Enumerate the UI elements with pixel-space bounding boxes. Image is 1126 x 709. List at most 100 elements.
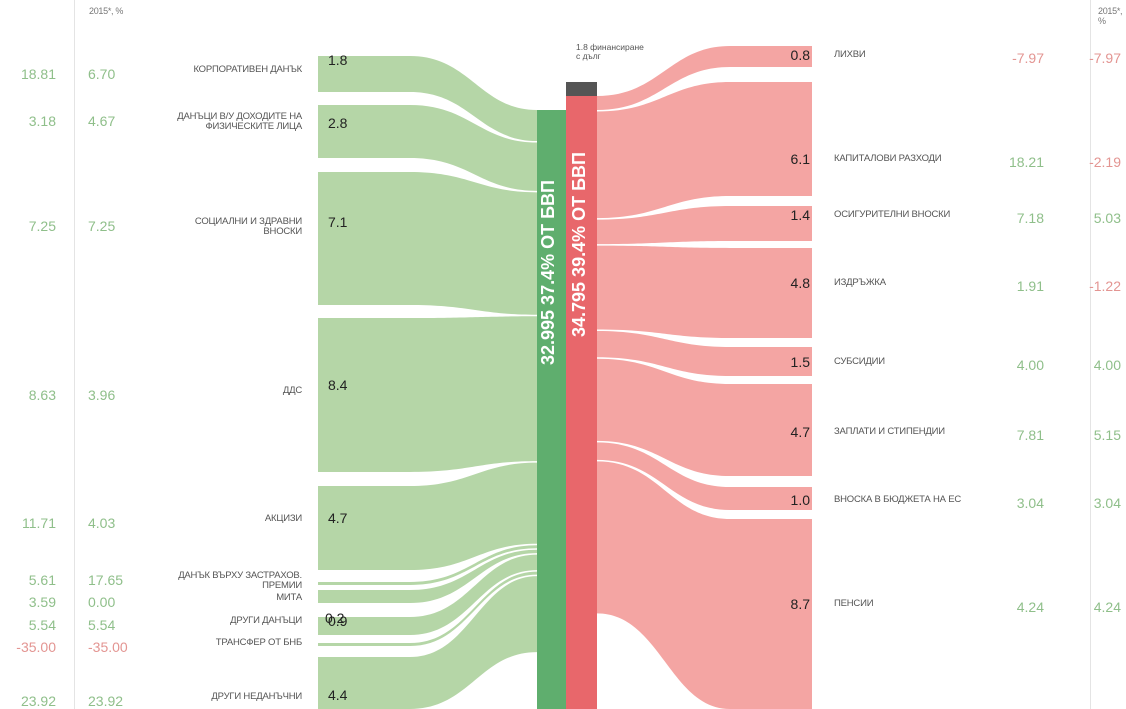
expense-change-2015: -1.22 [1089,278,1121,294]
revenue-label: КОРПОРАТИВЕН ДАНЪК [193,64,302,75]
expense-change-2015: 5.03 [1093,210,1121,226]
revenue-flow [318,554,537,635]
expense-label: ЗАПЛАТИ И СТИПЕНДИИ [834,426,945,437]
expense-flow [597,461,812,709]
expense-change-2014: 3.04 [1016,495,1044,511]
revenue-total-bar [537,110,566,709]
column-divider [1090,0,1091,709]
expense-value: 4.8 [790,275,810,291]
expense-change-2015: 4.00 [1093,357,1121,373]
expense-value: 4.7 [790,424,810,440]
expense-label: СУБСИДИИ [834,356,885,367]
revenue-change-2015: 3.96 [88,387,116,403]
expense-value: 0.8 [790,47,810,63]
revenue-flow [318,545,537,585]
left-column-header: 2015*, % [89,6,124,16]
revenue-label: СОЦИАЛНИ И ЗДРАВНИ ВНОСКИ [194,216,302,237]
revenue-value: 0.2 [325,610,345,626]
revenue-total-label: 32.995 37.4% ОТ БВП [538,180,558,365]
revenue-change-2015: 4.03 [88,515,116,531]
revenue-change-2014: 8.63 [28,387,56,403]
right-column-header: 2015*, % [1098,6,1123,26]
expense-change-2014: 4.24 [1016,599,1044,615]
revenue-change-2015: 4.67 [88,113,116,129]
debt-funding-bar [566,82,597,96]
revenue-label: ТРАНСФЕР ОТ БНБ [215,637,302,648]
column-divider [74,0,75,709]
revenue-value: 0.9 [328,613,348,629]
expense-total-bar [566,96,597,709]
revenue-value: 4.7 [328,510,348,526]
revenue-label: ДРУГИ ДАНЪЦИ [230,615,302,626]
expense-value: 1.5 [790,354,810,370]
revenue-change-2015: 17.65 [88,572,124,588]
expense-change-2014: 1.91 [1016,278,1044,294]
expense-value: 6.1 [790,151,810,167]
expense-label: ПЕНСИИ [834,598,874,609]
revenue-label: ДДС [282,385,302,396]
expense-label: ВНОСКА В БЮДЖЕТА НА ЕС [834,494,961,505]
revenue-value: 7.1 [328,214,348,230]
expense-change-2014: 7.18 [1016,210,1044,226]
revenue-label: ДАНЪК ВЪРХУ ЗАСТРАХОВ. ПРЕМИИ [178,570,302,591]
revenue-change-2015: 23.92 [88,693,124,709]
revenue-label: ДАНЪЦИ В/У ДОХОДИТЕ НА ФИЗИЧЕСКИТЕ ЛИЦА [177,111,302,132]
revenue-value: 1.8 [328,52,348,68]
expense-change-2015: 3.04 [1093,495,1121,511]
revenue-value: 4.4 [328,687,348,703]
expense-flow [597,82,812,219]
revenue-label: АКЦИЗИ [264,513,302,524]
funding-note: 1.8 финансиране с дълг [576,43,644,61]
expense-label: ОСИГУРИТЕЛНИ ВНОСКИ [834,209,951,220]
revenue-change-2015: -35.00 [88,639,128,655]
expense-value: 1.4 [790,207,810,223]
revenue-label: МИТА [276,592,302,603]
expense-flow [597,330,812,376]
expense-label: КАПИТАЛОВИ РАЗХОДИ [834,153,942,164]
revenue-change-2015: 7.25 [88,218,116,234]
revenue-change-2014: 11.71 [22,515,56,531]
revenue-flow [318,549,537,603]
revenue-change-2015: 0.00 [88,594,116,610]
expense-change-2014: 4.00 [1016,357,1044,373]
funding-note-line1: 1.8 финансиране [576,42,644,52]
expense-change-2015: -7.97 [1089,50,1121,66]
revenue-flow [318,172,537,315]
expense-change-2014: -7.97 [1012,50,1044,66]
revenue-change-2015: 6.70 [88,66,116,82]
revenue-value: 2.8 [328,115,348,131]
expense-flow [597,442,812,510]
revenue-change-2014: 5.54 [28,617,56,633]
revenue-flow [318,462,537,570]
expense-flow [597,358,812,476]
revenue-value: 8.4 [328,377,348,393]
revenue-label: ДРУГИ НЕДАНЪЧНИ [211,691,302,702]
expense-flow [597,46,812,110]
revenue-flow [318,56,537,142]
expense-flow [597,245,812,338]
revenue-change-2014: 3.18 [28,113,56,129]
expense-value: 8.7 [790,596,810,612]
expense-change-2015: -2.19 [1089,154,1121,170]
expense-change-2015: 4.24 [1093,599,1121,615]
revenue-change-2014: 18.81 [20,66,56,82]
revenue-change-2014: 5.61 [28,572,56,588]
revenue-change-2014: 3.59 [28,594,56,610]
revenue-change-2015: 5.54 [88,617,116,633]
revenue-change-2014: 23.92 [20,693,56,709]
expense-value: 1.0 [790,492,810,508]
revenue-flow [318,316,537,472]
expense-change-2014: 18.21 [1008,154,1044,170]
revenue-change-2014: 7.25 [28,218,56,234]
revenue-change-2014: -35.00 [16,639,56,655]
revenue-flow [318,105,537,191]
funding-note-line2: с дълг [576,51,601,61]
expense-flow [597,206,812,245]
expense-total-label: 34.795 39.4% ОТ БВП [569,152,589,337]
revenue-flow [318,576,537,709]
expense-change-2015: 5.15 [1093,427,1121,443]
expense-label: ЛИХВИ [834,49,866,60]
expense-label: ИЗДРЪЖКА [834,277,886,288]
